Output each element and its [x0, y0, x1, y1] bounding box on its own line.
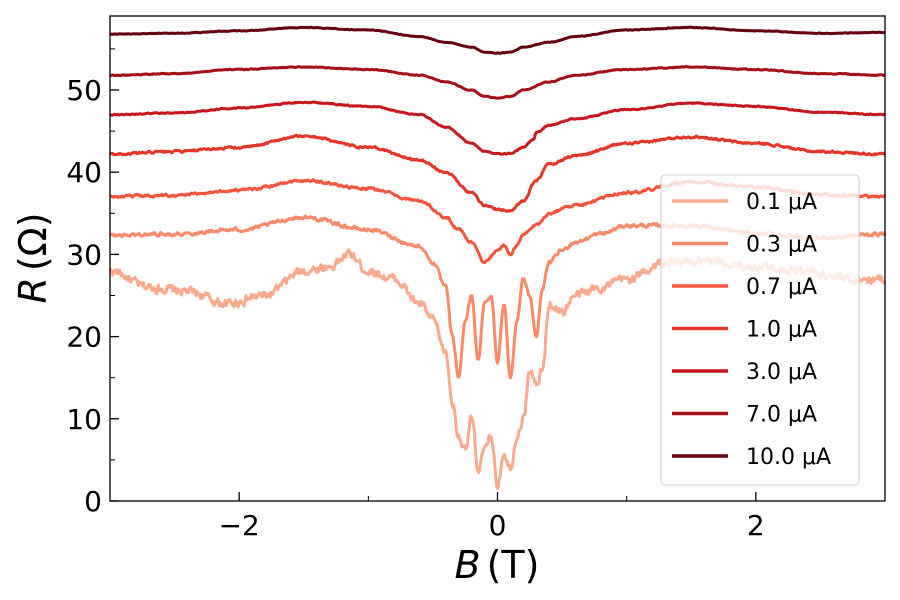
legend-label: 1.0 μA [746, 318, 817, 343]
x-tick-label: 2 [747, 509, 765, 542]
x-tick-label: 0 [489, 509, 507, 542]
y-tick-label: 20 [66, 321, 102, 354]
x-tick-label: −2 [219, 509, 260, 542]
legend-label: 0.7 μA [746, 275, 817, 300]
series-line-5 [109, 100, 886, 156]
y-axis-label: R(Ω) [11, 212, 55, 303]
legend-label: 0.1 μA [746, 190, 817, 215]
y-tick-label: 10 [66, 403, 102, 436]
y-tick-label: 30 [66, 238, 102, 271]
x-axis-label: B (T) [455, 543, 540, 587]
y-tick-label: 50 [66, 74, 102, 107]
legend-label: 3.0 μA [746, 360, 817, 385]
y-tick-label: 0 [84, 485, 102, 518]
series-line-6 [109, 65, 886, 100]
legend: 0.1 μA 0.3 μA 0.7 μA 1.0 μA 3.0 μA 7.0 μA 10.0… [660, 174, 860, 486]
series-line-7 [109, 25, 886, 55]
series-line-4 [109, 133, 886, 213]
legend-label: 0.3 μA [746, 233, 817, 258]
legend-label: 10.0 μA [746, 445, 831, 470]
legend-label: 7.0 μA [746, 403, 817, 428]
y-tick-label: 40 [66, 156, 102, 189]
legend-box [660, 174, 860, 486]
